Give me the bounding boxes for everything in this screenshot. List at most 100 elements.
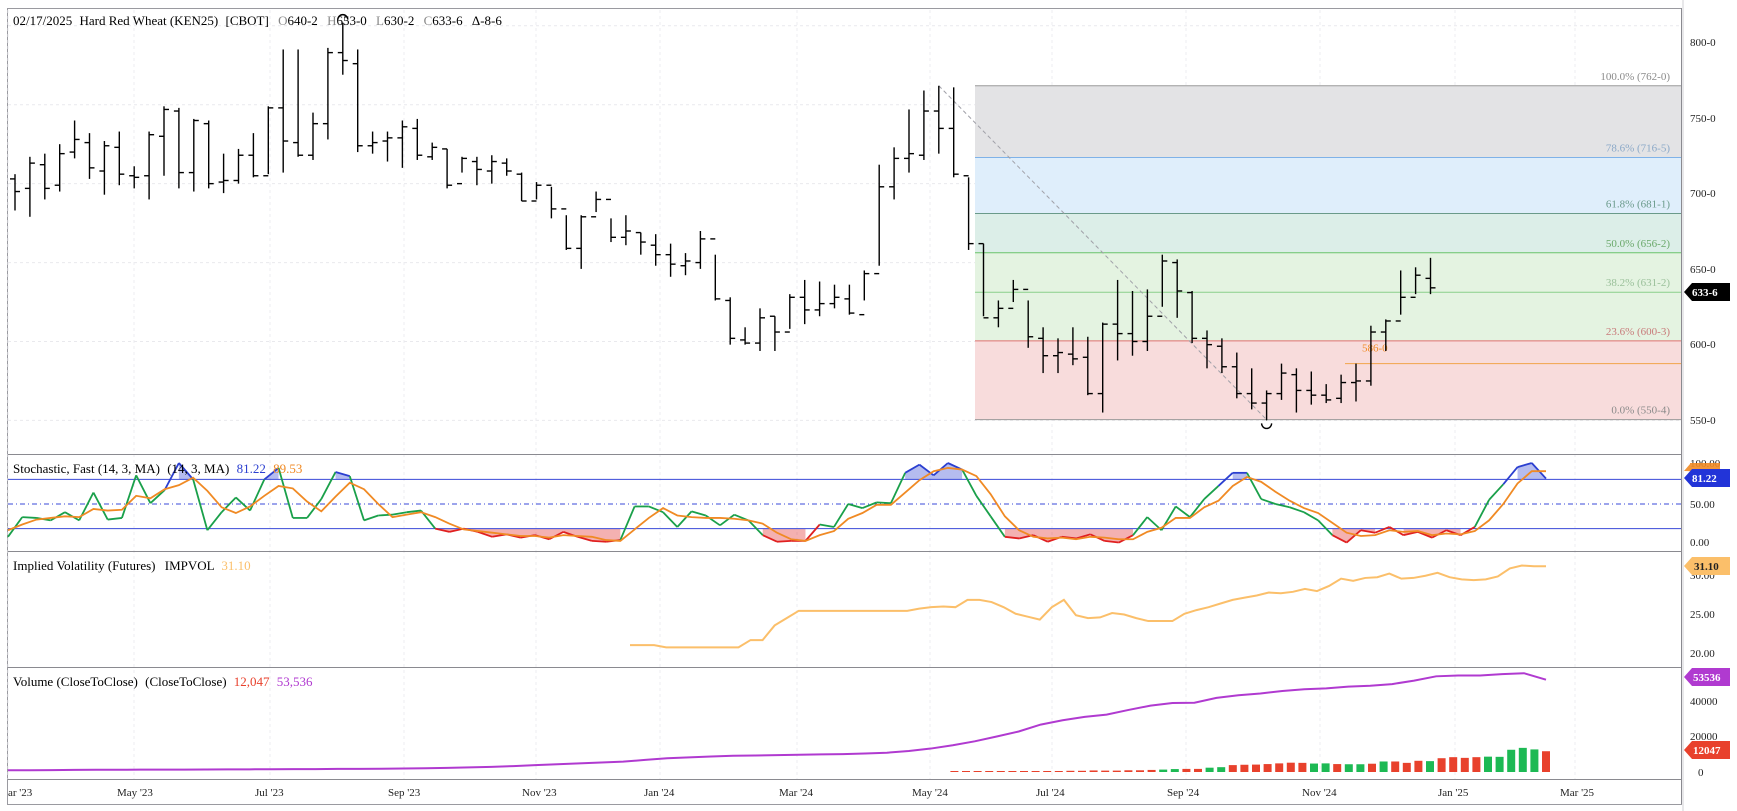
volume-bar xyxy=(973,771,982,772)
ohlc-bar xyxy=(829,284,840,309)
volume-bar xyxy=(1402,762,1411,772)
fib-level-label: 23.6% (600-3) xyxy=(1606,326,1670,338)
stoch-k-segment xyxy=(92,492,109,520)
time-tick-label: Jul '24 xyxy=(1036,787,1065,799)
volume-bar xyxy=(996,771,1005,772)
ohlc-bar xyxy=(918,90,929,160)
ohlc-bar xyxy=(352,49,363,153)
ohlc-bar xyxy=(218,153,229,194)
iv-legend: Implied Volatility (Futures) IMPVOL 31.1… xyxy=(13,558,251,573)
price-tick-label: 750-0 xyxy=(1690,113,1716,125)
volume-tag: 12047 xyxy=(1684,741,1730,759)
stoch-legend: Stochastic, Fast (14, 3, MA) (14, 3, MA)… xyxy=(13,461,302,476)
ohlc-bar xyxy=(69,120,80,159)
stoch-tick-label: 50.00 xyxy=(1690,499,1715,511)
ohlc-bar xyxy=(1351,363,1361,402)
ohlc-bar xyxy=(1231,352,1242,399)
stoch-k-segment xyxy=(776,540,792,543)
oi-tag-text: 53536 xyxy=(1693,672,1721,684)
last-price-tag-text: 633-6 xyxy=(1692,287,1718,299)
stoch-k-segment xyxy=(890,472,906,504)
stoch-k-segment xyxy=(1473,499,1490,528)
volume-bar xyxy=(1089,770,1098,772)
ohlc-bar xyxy=(1276,363,1287,400)
oi-tag: 53536 xyxy=(1684,668,1730,686)
ohlc-bar xyxy=(308,112,318,160)
stoch-k-segment xyxy=(178,462,194,480)
fib-band xyxy=(975,340,1681,420)
volume-bar xyxy=(1321,763,1330,772)
ohlc-bar xyxy=(516,172,527,202)
stoch-k-segment xyxy=(1360,529,1376,534)
ohlc-bar xyxy=(263,106,274,177)
ohlc-bar xyxy=(188,118,199,192)
stoch-k-segment xyxy=(1203,485,1220,500)
volume-bar xyxy=(1043,771,1052,772)
stoch-k-segment xyxy=(1488,483,1504,501)
volume-bar xyxy=(1484,756,1492,772)
stoch-title: Stochastic, Fast (14, 3, MA) xyxy=(13,461,160,476)
ohlc-bar xyxy=(948,87,959,178)
horizontal-line-label: 586-0 xyxy=(1362,343,1388,355)
stoch-k-segment xyxy=(747,519,764,536)
volume-bar xyxy=(1159,769,1168,772)
ohlc-bar xyxy=(203,120,214,189)
ohlc-bar xyxy=(1321,384,1332,404)
ohlc-bar xyxy=(412,118,423,160)
stoch-k-segment xyxy=(1417,531,1433,539)
time-tick-label: Sep '23 xyxy=(388,787,421,799)
volume-bar xyxy=(1008,771,1017,772)
ohlc-bar xyxy=(442,148,453,189)
implied-volatility-series xyxy=(630,564,1546,649)
ohlc-bar xyxy=(650,234,661,266)
volume-bar xyxy=(1286,762,1295,772)
ohlc-bar xyxy=(457,156,467,185)
volume-bar xyxy=(1228,765,1237,772)
ohlc-bar xyxy=(1202,330,1212,369)
oi-value: 53,536 xyxy=(277,674,313,689)
iv-value: 31.10 xyxy=(221,558,250,573)
swing-high-marker xyxy=(337,14,349,20)
fib-level-label: 0.0% (550-4) xyxy=(1611,405,1670,417)
stoch-k-segment xyxy=(320,471,337,500)
ohlc-bar xyxy=(769,315,780,351)
volume-bar xyxy=(985,771,994,772)
ohlc-bar xyxy=(173,107,184,189)
volume-bar xyxy=(1460,757,1469,772)
ohlc-bar xyxy=(24,156,35,217)
ohlc-bar xyxy=(859,270,870,316)
volume-tick-label: 40000 xyxy=(1690,696,1718,708)
volume-tick-label: 20000 xyxy=(1690,731,1718,743)
ohlc-bar xyxy=(1097,322,1108,413)
ohlc-bar xyxy=(337,22,348,75)
stoch-k-segment xyxy=(762,534,778,543)
volume-params: (CloseToClose) xyxy=(145,674,226,689)
ohlc-bar xyxy=(799,279,810,325)
stoch-k-segment xyxy=(862,501,878,509)
volume-bar xyxy=(1495,756,1504,772)
ohlc-bar xyxy=(501,158,512,176)
iv-study: IMPVOL xyxy=(165,558,215,573)
ohlc-bar xyxy=(740,327,751,345)
header-open-label: O xyxy=(278,13,287,28)
stoch-k-segment xyxy=(406,509,422,514)
fib-level-label: 50.0% (656-2) xyxy=(1606,238,1670,250)
ohlc-bar xyxy=(1127,290,1138,356)
ohlc-bar xyxy=(367,131,378,154)
stoch-k-segment xyxy=(1517,462,1533,468)
stoch-k-segment xyxy=(876,501,891,505)
time-tick-label: Jul '23 xyxy=(255,787,284,799)
ohlc-bar xyxy=(1261,390,1272,421)
iv-tag-text: 31.10 xyxy=(1694,561,1719,573)
volume-bar xyxy=(1252,764,1260,772)
time-tick-label: Nov '23 xyxy=(522,787,557,799)
time-tick-label: Nov '24 xyxy=(1302,787,1337,799)
ohlc-bar xyxy=(635,231,646,255)
volume-bar xyxy=(1426,761,1434,772)
volume-bar xyxy=(1518,747,1527,772)
volume-bar xyxy=(1310,763,1318,772)
stoch-k-segment xyxy=(719,513,735,527)
volume-tick-label: 0 xyxy=(1698,767,1704,779)
time-tick-label: ar '23 xyxy=(8,787,33,799)
